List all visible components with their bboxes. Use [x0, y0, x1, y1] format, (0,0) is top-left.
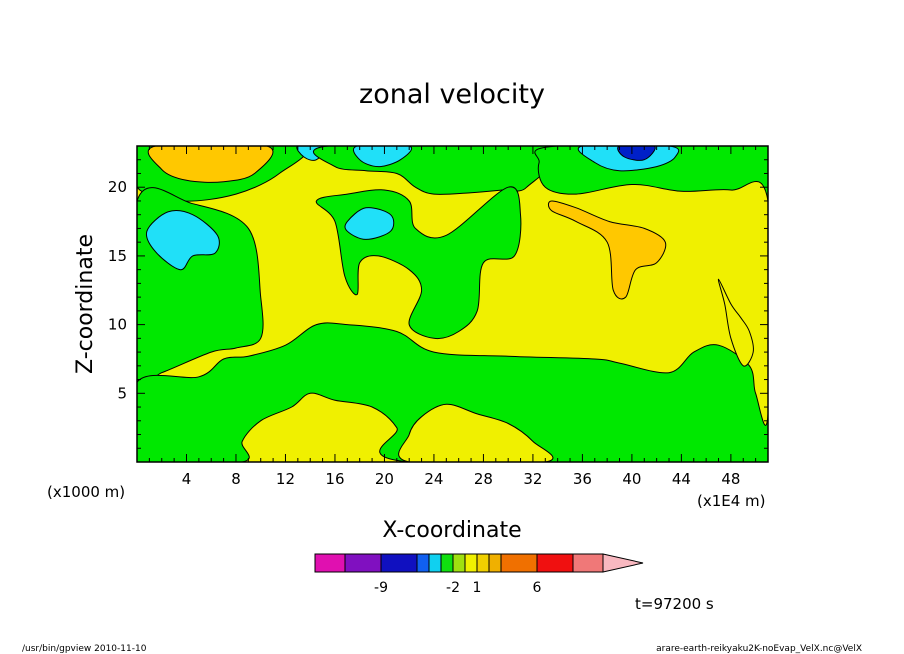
- colorbar-arrow: [602, 553, 644, 573]
- y-axis-ticks: 5 10 15 20: [108, 159, 768, 449]
- y-tick-label: 20: [108, 178, 127, 196]
- x-units-right: (x1E4 m): [697, 492, 766, 510]
- colorbar-swatch: [488, 553, 502, 573]
- y-tick-label: 15: [108, 247, 127, 265]
- x-tick-label: 48: [721, 470, 740, 488]
- contour-region-15: [717, 278, 754, 367]
- x-tick-label: 40: [622, 470, 641, 488]
- x-tick-label: 12: [276, 470, 295, 488]
- colorbar-swatch: [464, 553, 478, 573]
- colorbar-label: 1: [473, 580, 482, 596]
- y-tick-label: 5: [117, 384, 127, 402]
- contour-region-14: [547, 200, 667, 300]
- y-tick-label: 10: [108, 316, 127, 334]
- colorbar-swatch: [428, 553, 442, 573]
- chart-title: zonal velocity: [359, 79, 545, 110]
- colorbar: -9 -2 1 6: [314, 553, 644, 596]
- colorbar-swatch: [536, 553, 574, 573]
- time-label: t=97200 s: [635, 595, 714, 613]
- colorbar-label: -9: [374, 580, 388, 596]
- x-tick-label: 32: [523, 470, 542, 488]
- x-tick-label: 20: [375, 470, 394, 488]
- colorbar-swatch: [344, 553, 382, 573]
- colorbar-swatch: [416, 553, 430, 573]
- x-axis-ticks: 4 8 12 16 20 24 28 32 36 40 44 48: [148, 146, 757, 488]
- x-tick-label: 28: [474, 470, 493, 488]
- x-units-left: (x1000 m): [47, 483, 125, 501]
- colorbar-label: -2: [446, 580, 460, 596]
- x-tick-label: 16: [325, 470, 344, 488]
- colorbar-swatch: [314, 553, 346, 573]
- colorbar-swatch: [572, 553, 604, 573]
- x-tick-label: 36: [573, 470, 592, 488]
- plot-frame: [136, 145, 769, 463]
- colorbar-swatch: [440, 553, 454, 573]
- x-tick-label: 44: [672, 470, 691, 488]
- colorbar-label: 6: [533, 580, 542, 596]
- footer-right: arare-earth-reikyaku2K-noEvap_VelX.nc@Ve…: [656, 644, 862, 654]
- contour-regions: [137, 146, 768, 462]
- contour-region-9: [352, 146, 413, 168]
- contour-region-4: [145, 210, 220, 271]
- colorbar-swatch: [452, 553, 466, 573]
- x-tick-label: 4: [182, 470, 192, 488]
- colorbar-swatch: [476, 553, 490, 573]
- colorbar-swatch: [380, 553, 418, 573]
- x-tick-label: 24: [424, 470, 443, 488]
- contour-region-2: [147, 146, 274, 183]
- x-axis-label: X-coordinate: [382, 518, 521, 543]
- contour-region-13: [617, 146, 656, 161]
- x-tick-label: 8: [231, 470, 241, 488]
- contour-region-8: [344, 207, 395, 240]
- footer-left: /usr/bin/gpview 2010-11-10: [22, 644, 147, 654]
- y-axis-label: Z-coordinate: [73, 234, 98, 374]
- colorbar-swatch: [500, 553, 538, 573]
- contour-region-11: [398, 403, 554, 462]
